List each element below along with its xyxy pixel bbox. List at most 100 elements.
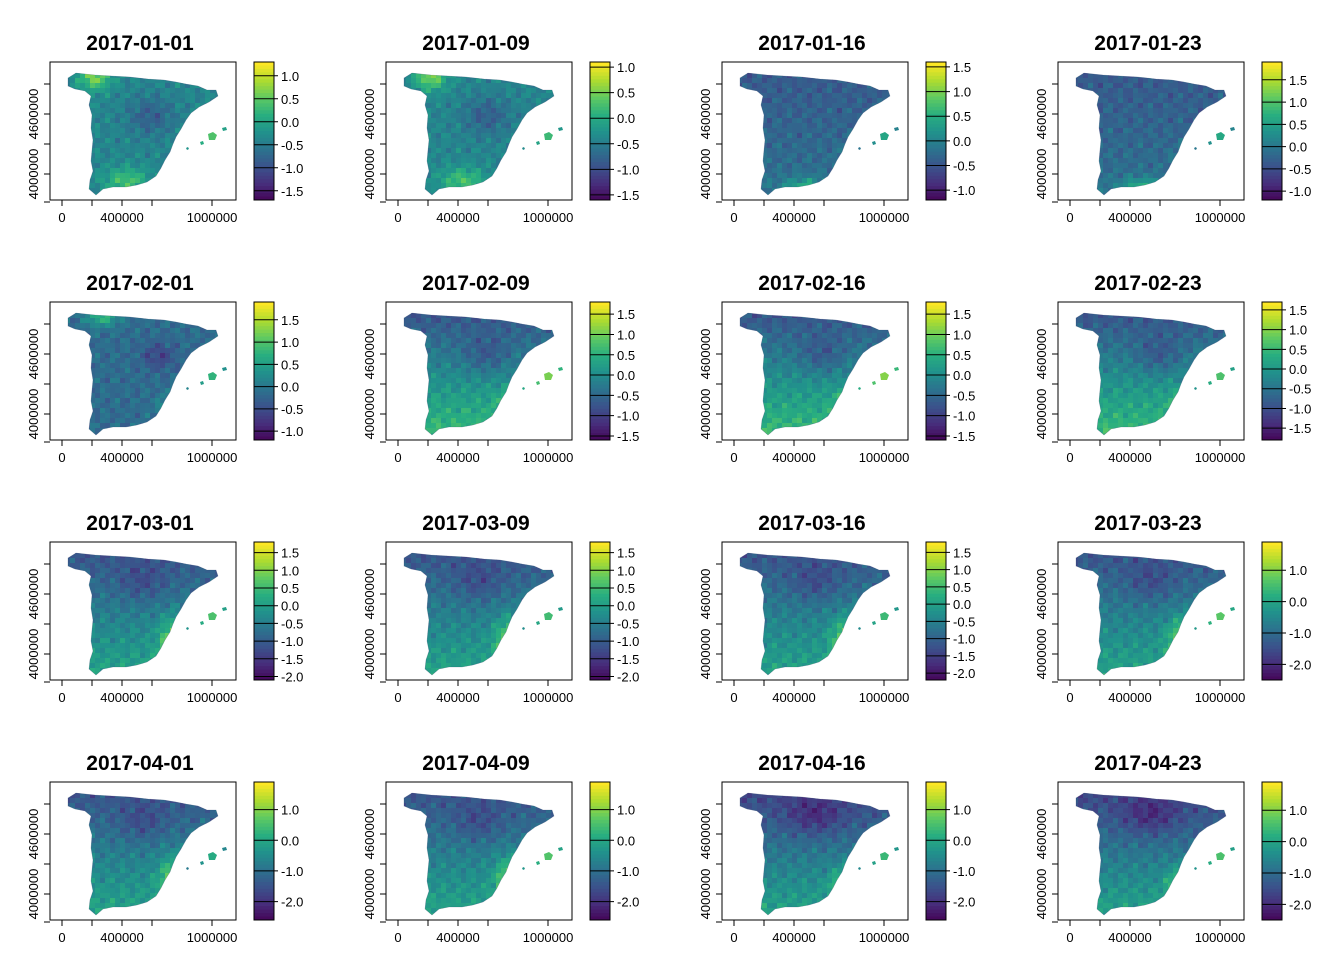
legend-tick-label: -1.0 — [281, 864, 303, 879]
x-tick-label: 400000 — [1108, 210, 1151, 225]
x-tick-label: 1000000 — [187, 930, 238, 945]
x-tick-label: 0 — [1066, 690, 1073, 705]
spain-raster — [403, 552, 563, 676]
legend-tick-label: -0.5 — [1289, 162, 1311, 177]
x-tick-label: 400000 — [436, 450, 479, 465]
legend-tick-label: -2.0 — [617, 669, 639, 684]
x-tick-label: 0 — [394, 930, 401, 945]
y-tick-label: 4000000 — [26, 629, 41, 680]
legend-tick-label: 0.0 — [953, 368, 971, 383]
legend-tick-label: 1.0 — [281, 563, 299, 578]
panel-title: 2017-02-09 — [422, 272, 529, 295]
x-tick-label: 400000 — [436, 930, 479, 945]
spain-raster — [1075, 72, 1235, 196]
spain-outline — [739, 72, 891, 196]
legend-tick-label: 0.0 — [281, 833, 299, 848]
legend-tick-label: -1.0 — [617, 409, 639, 424]
x-tick-label: 400000 — [1108, 450, 1151, 465]
y-tick-label: 4600000 — [26, 809, 41, 860]
x-tick-label: 0 — [58, 450, 65, 465]
legend-tick-label: -1.0 — [953, 632, 975, 647]
legend-tick-label: 0.0 — [281, 115, 299, 130]
x-tick-label: 0 — [730, 930, 737, 945]
legend-tick-label: 0.5 — [281, 581, 299, 596]
y-tick-label: 4600000 — [26, 569, 41, 620]
legend-tick-label: -0.5 — [281, 616, 303, 631]
y-tick-label: 4000000 — [362, 389, 377, 440]
legend-tick-label: 0.0 — [1289, 140, 1307, 155]
color-legend: 1.0 0.0 -1.0 -2.0 — [589, 781, 639, 921]
legend-tick-label: -2.0 — [953, 666, 975, 681]
legend-tick-label: 0.0 — [617, 368, 635, 383]
legend-tick-label: -1.0 — [617, 864, 639, 879]
y-tick-label: 4600000 — [1034, 89, 1049, 140]
legend-tick-label: -2.0 — [617, 895, 639, 910]
legend-tick-label: 0.0 — [1289, 835, 1307, 850]
y-tick-label: 4000000 — [26, 149, 41, 200]
legend-tick-label: 0.5 — [617, 348, 635, 363]
y-tick-label: 4000000 — [362, 629, 377, 680]
x-tick-label: 400000 — [100, 690, 143, 705]
y-tick-label: 4600000 — [362, 809, 377, 860]
legend-tick-label: -2.0 — [281, 669, 303, 684]
map-panel: 2017-04-16 0 400000 1000000 4000000 4600000 1.… — [698, 752, 975, 945]
y-tick-label: 4000000 — [26, 389, 41, 440]
legend-tick-label: 1.5 — [281, 313, 299, 328]
y-tick-label: 4000000 — [1034, 149, 1049, 200]
legend-tick-label: -2.0 — [953, 895, 975, 910]
legend-tick-label: 1.5 — [617, 307, 635, 322]
color-legend: 1.0 0.0 -1.0 -2.0 — [1261, 541, 1311, 681]
spain-outline — [67, 552, 219, 676]
x-tick-label: 1000000 — [859, 210, 910, 225]
x-tick-label: 1000000 — [1195, 930, 1246, 945]
legend-tick-label: 1.0 — [1289, 95, 1307, 110]
legend-tick-label: -1.0 — [953, 183, 975, 198]
legend-tick-label: 0.0 — [617, 111, 635, 126]
legend-tick-label: -1.5 — [1289, 421, 1311, 436]
y-tick-label: 4000000 — [1034, 869, 1049, 920]
balearic-islands — [186, 607, 227, 630]
spain-outline — [1075, 312, 1227, 436]
spain-raster — [67, 72, 227, 196]
spain-outline — [67, 792, 219, 916]
spain-raster — [403, 72, 563, 196]
y-tick-label: 4000000 — [1034, 389, 1049, 440]
legend-tick-label: -1.0 — [281, 161, 303, 176]
legend-tick-label: 1.0 — [953, 563, 971, 578]
color-legend: 1.5 1.0 0.5 0.0 -0.5 -1.0 — [253, 301, 303, 441]
legend-tick-label: 1.0 — [281, 69, 299, 84]
y-tick-label: 4000000 — [362, 869, 377, 920]
spain-outline — [403, 72, 555, 196]
plot-frame — [49, 541, 237, 681]
x-tick-label: 0 — [730, 210, 737, 225]
legend-tick-label: -1.0 — [281, 634, 303, 649]
color-legend: 1.5 1.0 0.5 0.0 -0.5 -1.0 -1.5 — [1261, 301, 1311, 441]
map-panel: 2017-02-01 0 400000 1000000 4000000 4600000 1.… — [26, 272, 303, 465]
x-tick-label: 1000000 — [187, 210, 238, 225]
panel-title: 2017-03-01 — [86, 512, 194, 535]
legend-tick-label: 0.0 — [281, 599, 299, 614]
y-tick-label: 4600000 — [362, 89, 377, 140]
legend-tick-label: -0.5 — [1289, 382, 1311, 397]
y-tick-label: 4600000 — [362, 569, 377, 620]
panel-title: 2017-01-16 — [758, 32, 865, 55]
spain-outline — [403, 552, 555, 676]
legend-tick-label: -1.0 — [1289, 866, 1311, 881]
x-tick-label: 1000000 — [523, 450, 574, 465]
x-tick-label: 0 — [1066, 450, 1073, 465]
x-tick-label: 400000 — [772, 450, 815, 465]
legend-tick-label: 1.5 — [617, 546, 635, 561]
panel-title: 2017-03-16 — [758, 512, 865, 535]
balearic-islands — [1194, 127, 1235, 150]
legend-tick-label: 1.0 — [617, 327, 635, 342]
y-tick-label: 4600000 — [26, 89, 41, 140]
legend-tick-label: 1.0 — [617, 803, 635, 818]
legend-tick-label: 1.5 — [953, 60, 971, 75]
plot-frame — [721, 301, 909, 441]
spain-raster — [403, 312, 563, 436]
plot-frame — [385, 541, 573, 681]
plot-frame — [1057, 781, 1245, 921]
balearic-islands — [522, 847, 563, 870]
x-tick-label: 1000000 — [1195, 210, 1246, 225]
x-tick-label: 0 — [58, 690, 65, 705]
